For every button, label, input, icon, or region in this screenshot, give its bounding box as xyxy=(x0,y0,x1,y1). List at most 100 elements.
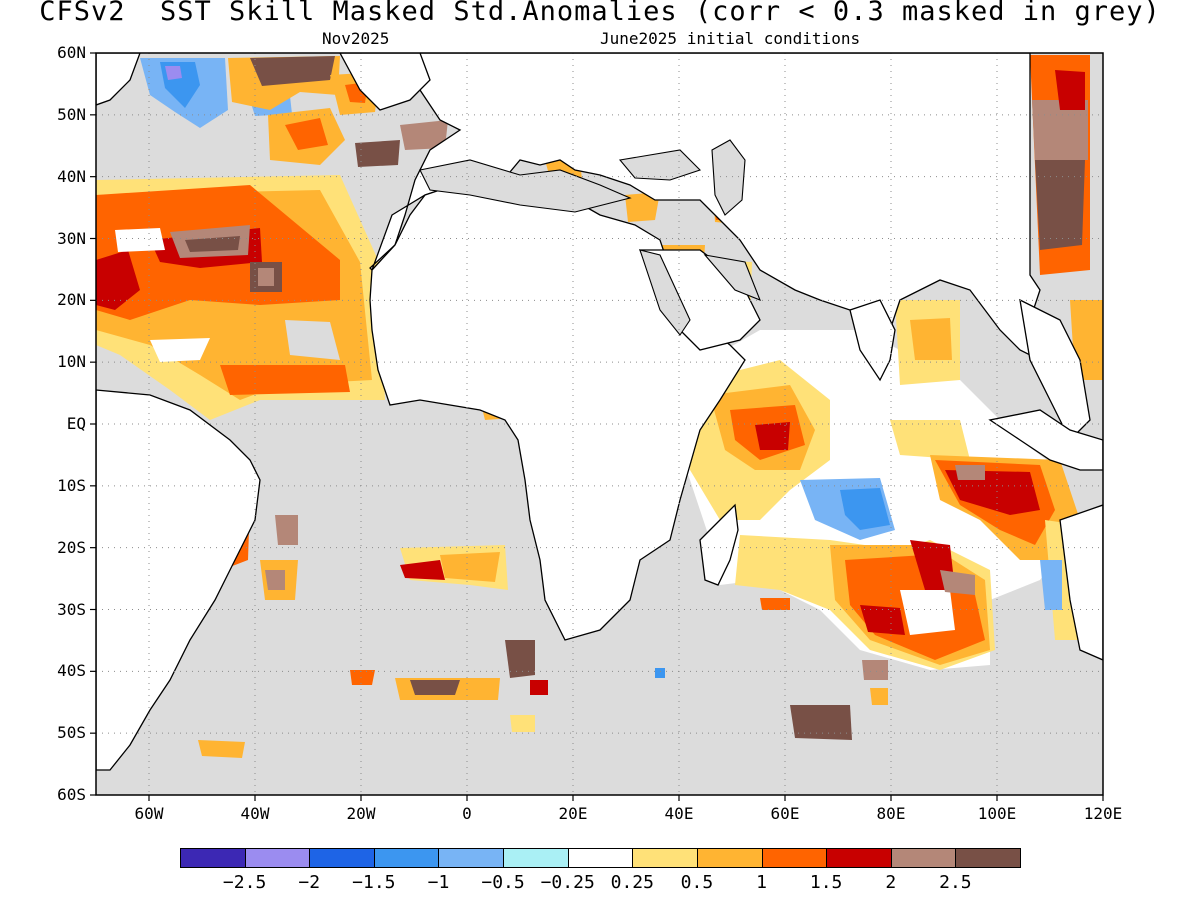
colorbar-label: −1.5 xyxy=(352,872,396,893)
colorbar-label: −1 xyxy=(427,872,450,893)
anomaly-region xyxy=(275,515,298,545)
lat-label: 40N xyxy=(57,166,86,186)
anomaly-region xyxy=(96,250,140,310)
persian-gulf xyxy=(703,254,761,301)
anomaly-region xyxy=(285,118,328,150)
colorbar-swatch xyxy=(761,848,828,868)
anomaly-region xyxy=(505,640,535,678)
anomaly-region xyxy=(115,228,165,252)
lat-label: 60N xyxy=(57,43,86,62)
colorbar-label: 1.5 xyxy=(809,872,843,893)
lat-label: 20S xyxy=(57,537,86,557)
colorbar-label: −0.25 xyxy=(540,872,595,893)
anomaly-region xyxy=(1055,70,1085,110)
colorbar-label: 0.5 xyxy=(680,872,714,893)
anomaly-region xyxy=(165,66,182,80)
lon-label: 100E xyxy=(977,804,1017,823)
anomaly-region xyxy=(890,420,970,460)
lon-label: 40W xyxy=(240,804,270,823)
anomaly-region xyxy=(862,660,888,680)
anomaly-region xyxy=(400,120,448,150)
anomaly-region xyxy=(955,465,985,480)
sumatra-borneo-land xyxy=(988,409,1103,471)
black-sea xyxy=(618,149,702,181)
colorbar-label: 1 xyxy=(756,872,767,893)
colorbar-swatch xyxy=(244,848,311,868)
colorbar-label: 2 xyxy=(885,872,897,893)
inland-seas xyxy=(419,139,761,336)
anomaly-region xyxy=(258,268,274,286)
anomaly-region xyxy=(1040,560,1062,610)
colorbar-swatch xyxy=(955,848,1021,868)
anomaly-region xyxy=(350,670,375,685)
lat-label: 40S xyxy=(57,661,86,681)
lat-label: 10N xyxy=(57,352,86,372)
anomaly-region xyxy=(530,680,548,695)
anomaly-region xyxy=(900,590,955,635)
anomaly-region xyxy=(790,705,852,740)
anomaly-region xyxy=(910,318,952,360)
anomaly-region xyxy=(250,56,335,86)
colorbar-swatch xyxy=(438,848,505,868)
anomaly-region xyxy=(198,740,245,758)
colorbar-swatch xyxy=(826,848,892,868)
lat-label: 10S xyxy=(57,475,86,495)
lat-label: EQ xyxy=(66,414,86,433)
anomaly-region xyxy=(945,470,1040,515)
anomaly-region xyxy=(400,560,445,580)
lon-label: 60E xyxy=(770,804,800,823)
gridlines xyxy=(96,53,1103,795)
lat-label: 20N xyxy=(57,290,86,310)
lat-label: 50S xyxy=(57,723,86,743)
lon-label: 60W xyxy=(134,804,164,823)
lat-label: 30S xyxy=(57,599,86,619)
anomaly-region xyxy=(185,236,240,252)
anomaly-region xyxy=(625,192,660,222)
anomaly-region xyxy=(410,680,460,695)
forecast-month: Nov2025 xyxy=(322,29,390,48)
colorbar-swatch xyxy=(180,848,246,868)
greenland-land xyxy=(96,53,141,106)
anomaly-region xyxy=(150,338,210,362)
colorbar-swatch xyxy=(503,848,569,868)
colorbar-label: 0.25 xyxy=(610,872,654,893)
anomaly-region xyxy=(860,605,905,635)
lat-label: 30N xyxy=(57,228,86,248)
lon-label: 40E xyxy=(664,804,694,823)
indochina-land xyxy=(1019,298,1091,442)
anomaly-region xyxy=(285,320,340,360)
colorbar-label: −2.5 xyxy=(222,872,267,893)
south-america-land xyxy=(96,389,261,771)
lon-label: 80E xyxy=(876,804,906,823)
anomaly-region xyxy=(265,570,285,590)
anomaly-region xyxy=(1035,160,1085,250)
caspian-sea xyxy=(711,139,746,216)
initial-conditions: June2025 initial conditions xyxy=(600,29,861,48)
colorbar-label: −2 xyxy=(298,872,321,893)
lat-label: 50N xyxy=(57,104,86,124)
colorbar-swatch xyxy=(309,848,375,868)
europe-north-land xyxy=(339,53,431,111)
colorbar-label: −0.5 xyxy=(481,872,525,893)
land-masses xyxy=(96,53,1103,771)
axis-ticks xyxy=(90,52,1104,801)
australia-land xyxy=(1059,504,1103,661)
anomaly-region xyxy=(870,688,888,705)
colorbar-swatch xyxy=(567,848,634,868)
colorbar-swatch xyxy=(890,848,957,868)
india-land xyxy=(849,299,896,382)
lon-label: 0 xyxy=(462,804,472,823)
anomaly-region xyxy=(220,365,350,395)
lon-label: 20W xyxy=(346,804,376,823)
anomaly-region xyxy=(755,422,790,450)
anomaly-region xyxy=(510,715,535,732)
colorbar-swatch xyxy=(632,848,698,868)
anomaly-region xyxy=(440,552,500,582)
lon-label: 20E xyxy=(558,804,588,823)
lat-label: 60S xyxy=(57,785,86,804)
mediterranean-sea xyxy=(419,159,632,213)
map-title: CFSv2 SST Skill Masked Std.Anomalies (co… xyxy=(39,0,1161,27)
anomaly-region xyxy=(840,488,890,530)
anomaly-region xyxy=(355,140,400,167)
